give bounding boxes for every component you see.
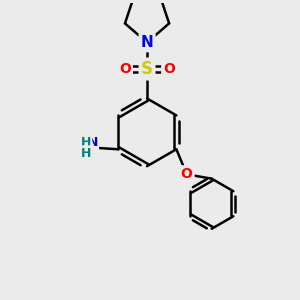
Text: S: S bbox=[141, 60, 153, 78]
Text: O: O bbox=[163, 62, 175, 76]
Text: N: N bbox=[141, 35, 153, 50]
Text: H: H bbox=[81, 136, 91, 149]
Text: O: O bbox=[119, 62, 131, 76]
Text: N: N bbox=[88, 136, 98, 149]
Text: H: H bbox=[81, 147, 91, 160]
Text: O: O bbox=[181, 167, 193, 181]
